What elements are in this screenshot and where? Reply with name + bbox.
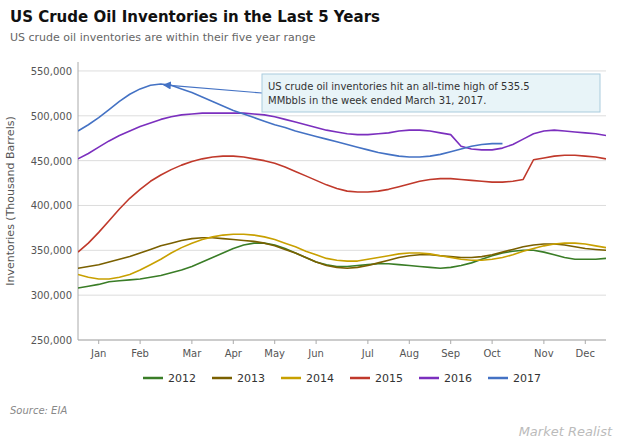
x-tick [450, 340, 451, 344]
grid [78, 71, 606, 340]
series-line [78, 113, 606, 159]
x-tick [585, 340, 586, 344]
legend-label: 2014 [306, 372, 334, 385]
legend-swatch [419, 377, 439, 380]
watermark: Market Realist [519, 424, 613, 439]
x-tick [98, 340, 99, 344]
y-tick-label: 350,000 [31, 245, 72, 256]
legend-item: 2015 [350, 372, 403, 385]
y-tick-label: 550,000 [31, 66, 72, 77]
y-tick-label: 450,000 [31, 156, 72, 167]
legend-item: 2012 [143, 372, 196, 385]
x-tick [140, 340, 141, 344]
x-tick-label: Jan [90, 348, 106, 359]
y-tick-label: 500,000 [31, 111, 72, 122]
legend-item: 2016 [419, 372, 472, 385]
x-tick [316, 340, 317, 344]
x-tick-label: Dec [576, 348, 595, 359]
series-line [78, 234, 606, 279]
chart: US Crude Oil Inventories in the Last 5 Y… [0, 0, 620, 444]
annotation-text: US crude oil inventories hit an all-time… [268, 81, 530, 106]
source: Source: EIA [10, 405, 67, 416]
legend-swatch [488, 377, 508, 380]
x-tick-label: Jun [307, 348, 324, 359]
legend: 2012 2013 2014 2015 2016 2017 [143, 372, 541, 385]
y-axis-line [78, 62, 79, 340]
legend-item: 2014 [281, 372, 334, 385]
x-tick-label: Oct [483, 348, 500, 359]
x-tick [191, 340, 192, 344]
annotation-arrow [164, 85, 262, 93]
x-tick [492, 340, 493, 344]
lines [78, 84, 606, 288]
x-tick-label: Aug [400, 348, 420, 359]
annotation: US crude oil inventories hit an all-time… [164, 74, 600, 112]
legend-swatch [350, 377, 370, 380]
annotation-box [262, 74, 600, 112]
legend-item: 2013 [212, 372, 265, 385]
x-tick-label: Apr [225, 348, 243, 359]
x-tick-label: Sep [441, 348, 460, 359]
legend-label: 2013 [237, 372, 265, 385]
x-tick-label: Nov [534, 348, 554, 359]
legend-label: 2017 [513, 372, 541, 385]
x-tick [543, 340, 544, 344]
legend-swatch [281, 377, 301, 380]
legend-label: 2015 [375, 372, 403, 385]
x-tick [274, 340, 275, 344]
x-tick [233, 340, 234, 344]
grid-line [78, 160, 606, 161]
title: US Crude Oil Inventories in the Last 5 Y… [10, 8, 380, 26]
x-tick-label: May [264, 348, 285, 359]
series-line [78, 84, 502, 157]
y-tick-label: 300,000 [31, 290, 72, 301]
legend-swatch [212, 377, 232, 380]
x-tick [367, 340, 368, 344]
x-tick [409, 340, 410, 344]
series-line [78, 238, 606, 268]
grid-line [78, 115, 606, 116]
x-tick-label: Mar [182, 348, 202, 359]
grid-line [78, 295, 606, 296]
x-tick-label: Jul [361, 348, 374, 359]
subtitle: US crude oil inventories are within thei… [10, 31, 316, 44]
y-tick-label: 400,000 [31, 200, 72, 211]
legend-item: 2017 [488, 372, 541, 385]
x-axis-line [78, 340, 606, 341]
series-line [78, 155, 606, 252]
legend-label: 2012 [168, 372, 196, 385]
grid-line [78, 340, 606, 341]
legend-label: 2016 [444, 372, 472, 385]
legend-swatch [143, 377, 163, 380]
y-tick-label: 250,000 [31, 335, 72, 346]
y-axis-label: Inventories (Thousand Barrels) [4, 116, 17, 285]
x-tick-label: Feb [131, 348, 149, 359]
grid-line [78, 205, 606, 206]
grid-line [78, 70, 606, 71]
